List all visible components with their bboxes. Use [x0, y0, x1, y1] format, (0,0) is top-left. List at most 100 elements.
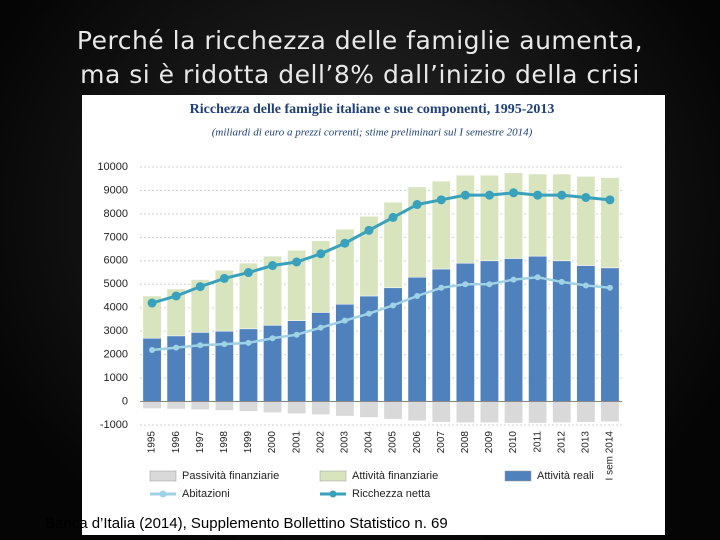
y-tick-label: 3000: [104, 325, 128, 337]
x-tick-label: I sem 2014: [605, 431, 616, 481]
point: [460, 190, 470, 200]
x-tick-group: 2013: [580, 431, 591, 454]
point: [195, 282, 205, 292]
point: [317, 324, 324, 331]
bar: [239, 401, 258, 412]
bar: [552, 173, 572, 262]
chart-subtitle: (miliardi di euro a prezzi correnti; sti…: [212, 127, 533, 139]
bar: [287, 401, 307, 414]
bar: [359, 216, 379, 297]
bar: [214, 401, 234, 411]
y-tick-label: 6000: [104, 255, 128, 267]
slide-title: Perché la ricchezza delle famiglie aumen…: [76, 26, 644, 55]
bar: [407, 186, 427, 278]
bar: [528, 401, 548, 424]
x-tick-group: 2006: [412, 431, 423, 454]
point: [484, 190, 494, 200]
point: [557, 190, 567, 200]
bar: [455, 174, 475, 264]
legend-swatch: [504, 470, 532, 482]
point: [268, 261, 278, 271]
bar: [214, 269, 234, 332]
point: [364, 225, 374, 235]
x-tick-group: 2010: [508, 431, 519, 454]
bar: [552, 401, 572, 423]
bar: [190, 401, 210, 411]
point: [534, 274, 541, 281]
point: [147, 298, 157, 308]
x-tick-group: 1995: [147, 431, 158, 454]
x-tick-group: I sem 2014: [605, 431, 616, 481]
x-tick-group: 2003: [339, 431, 350, 454]
x-tick-group: 2004: [364, 431, 375, 454]
x-tick-label: 2006: [412, 431, 423, 454]
bar: [311, 401, 331, 415]
x-tick-group: 1996: [171, 431, 182, 454]
x-tick-group: 2000: [267, 431, 278, 454]
bar: [383, 401, 403, 420]
bar: [287, 250, 307, 321]
point: [581, 192, 591, 202]
point: [438, 284, 445, 291]
point: [388, 212, 398, 222]
point: [486, 281, 493, 288]
bar: [480, 174, 499, 262]
point: [173, 344, 180, 351]
legend-label: Abitazioni: [182, 488, 230, 500]
bar: [359, 401, 379, 418]
bar: [576, 401, 596, 423]
legend-swatch: [149, 470, 177, 482]
bar: [263, 401, 282, 413]
point: [390, 302, 397, 309]
x-tick-label: 2010: [508, 431, 519, 454]
y-tick-label: 9000: [104, 184, 128, 196]
bar: [431, 180, 451, 270]
x-tick-group: 1998: [219, 431, 230, 454]
line: [151, 275, 611, 352]
x-tick-label: 2009: [484, 431, 495, 454]
x-tick-group: 2009: [484, 431, 495, 454]
bar: [480, 401, 499, 423]
y-tick-label: 10000: [97, 161, 128, 173]
point: [292, 257, 302, 267]
point: [533, 190, 543, 200]
x-tick-group: 1999: [243, 431, 254, 454]
point: [341, 317, 348, 324]
x-tick-label: 1995: [147, 431, 158, 454]
point: [414, 293, 421, 299]
bar: [600, 177, 620, 269]
x-tick-label: 2013: [580, 431, 591, 454]
point: [582, 282, 589, 289]
x-tick-label: 1997: [195, 431, 206, 454]
point: [171, 291, 181, 301]
point: [243, 268, 253, 278]
x-tick-label: 2011: [532, 431, 543, 453]
x-tick-group: 2012: [556, 431, 567, 454]
x-tick-group: 2007: [436, 431, 447, 454]
bar: [239, 262, 258, 330]
bar: [383, 201, 403, 289]
x-tick-group: 1997: [195, 431, 206, 454]
point: [605, 195, 615, 205]
x-tick-label: 2005: [388, 431, 399, 454]
legend-label: Attività finanziarie: [352, 470, 438, 482]
x-tick-label: 2003: [339, 431, 350, 454]
point: [293, 331, 300, 338]
bar: [407, 401, 427, 422]
chart-title: Ricchezza delle famiglie italiane e sue …: [190, 102, 555, 117]
y-tick-label: 8000: [104, 208, 128, 220]
bar: [576, 176, 596, 266]
x-tick-label: 1996: [171, 431, 182, 454]
x-tick-label: 2004: [364, 431, 375, 454]
legend-label: Ricchezza netta: [352, 488, 431, 500]
x-tick-label: 2001: [291, 431, 302, 454]
x-tick-label: 2000: [267, 431, 278, 454]
x-tick-group: 2002: [315, 431, 326, 454]
y-tick-label: 0: [122, 395, 128, 407]
point: [462, 281, 469, 288]
point: [436, 195, 446, 205]
bar: [431, 401, 451, 423]
point: [149, 346, 156, 353]
bar: [600, 401, 620, 422]
